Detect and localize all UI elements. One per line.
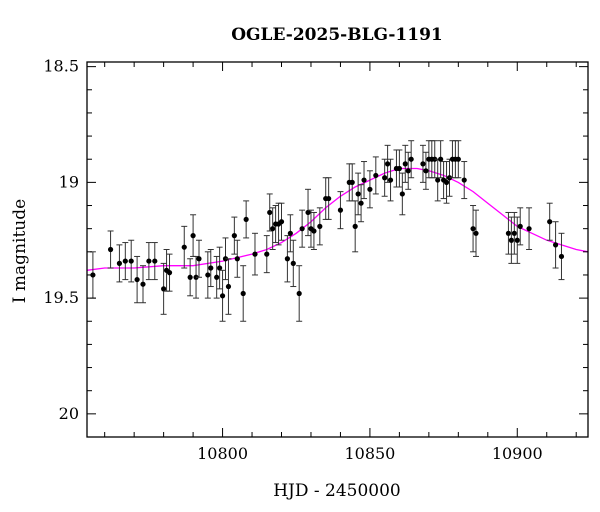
data-point	[107, 246, 114, 253]
data-point	[349, 179, 355, 185]
data-point	[290, 260, 296, 266]
data-point	[423, 168, 429, 174]
data-point	[205, 272, 211, 278]
data-point	[511, 230, 517, 236]
data-point	[517, 223, 523, 229]
data-point	[134, 276, 140, 283]
data-point	[208, 265, 214, 271]
data-point	[166, 270, 173, 276]
data-point	[181, 244, 187, 250]
data-point	[385, 161, 391, 167]
data-point	[355, 191, 361, 197]
data-point	[284, 256, 290, 262]
data-point	[438, 156, 444, 162]
model-curve	[86, 167, 589, 271]
data-point	[552, 242, 559, 248]
data-point	[152, 258, 158, 264]
x-tick-label: 10800	[197, 444, 248, 463]
data-point	[473, 230, 479, 236]
data-point	[267, 209, 273, 216]
data-point	[526, 226, 532, 232]
data-point	[435, 177, 441, 183]
data-point	[514, 237, 520, 243]
chart-title: OGLE-2025-BLG-1191	[231, 25, 443, 45]
data-point	[190, 233, 196, 239]
data-point	[505, 230, 512, 236]
data-point	[217, 265, 223, 271]
data-point	[128, 258, 134, 264]
data-point	[402, 161, 408, 167]
data-point	[399, 191, 405, 197]
data-point	[252, 251, 258, 257]
plot-frame	[86, 61, 589, 438]
data-point	[396, 165, 402, 172]
data-point	[296, 290, 302, 297]
data-point	[122, 258, 128, 264]
model-curve-layer	[86, 167, 589, 271]
data-point	[146, 258, 152, 264]
data-point	[243, 216, 249, 223]
y-tick-label: 19.5	[43, 288, 79, 307]
data-point	[311, 228, 317, 234]
data-point	[373, 172, 379, 179]
data-point	[264, 251, 270, 257]
data-point	[231, 233, 237, 239]
data-points-layer	[89, 140, 565, 322]
data-point	[196, 256, 202, 262]
data-point	[326, 195, 332, 202]
data-point	[240, 290, 246, 297]
data-point	[278, 219, 285, 225]
data-point	[361, 177, 367, 183]
data-point	[367, 186, 373, 192]
data-point	[382, 175, 388, 181]
data-point	[161, 286, 167, 292]
data-point	[270, 226, 276, 232]
data-point	[387, 177, 394, 183]
data-point	[358, 200, 364, 206]
axes: 10800 10850 10900 18.5 19 19.5 20	[43, 57, 589, 463]
data-point	[405, 168, 411, 174]
data-point	[305, 209, 311, 216]
data-point	[443, 179, 450, 185]
y-tick-label: 20	[59, 404, 79, 423]
x-axis-label: HJD - 2450000	[273, 481, 401, 501]
data-point	[317, 223, 323, 229]
data-point	[558, 253, 565, 260]
data-point	[187, 274, 193, 280]
data-point	[225, 283, 232, 290]
x-tick-label: 10850	[344, 444, 395, 463]
y-axis-label: I magnitude	[10, 199, 30, 303]
data-point	[116, 260, 123, 266]
data-point	[219, 293, 226, 299]
data-point	[508, 237, 514, 243]
data-point	[299, 226, 305, 232]
x-tick-label: 10900	[492, 444, 543, 463]
data-point	[420, 161, 426, 167]
data-point	[337, 207, 344, 213]
data-point	[140, 281, 146, 287]
data-point	[455, 156, 461, 162]
data-point	[408, 156, 414, 162]
y-tick-label: 18.5	[43, 57, 79, 76]
data-point	[352, 223, 358, 229]
y-tick-label: 19	[59, 172, 79, 191]
data-point	[547, 219, 553, 225]
data-point	[470, 226, 476, 232]
data-point	[234, 256, 240, 262]
data-point	[90, 272, 96, 278]
data-point	[214, 274, 220, 280]
data-point	[461, 177, 467, 183]
data-point	[287, 230, 293, 236]
